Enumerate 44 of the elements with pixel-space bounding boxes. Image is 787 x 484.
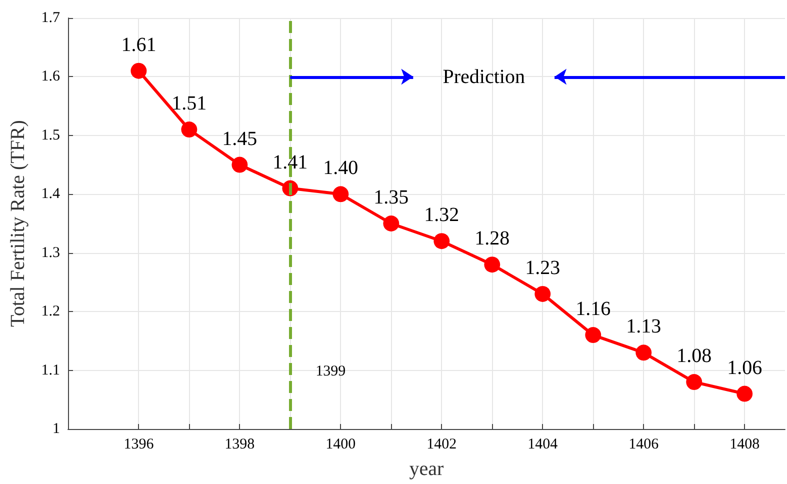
x-tick-label: 1396 — [124, 436, 154, 452]
data-label: 1.51 — [172, 92, 207, 115]
point — [232, 156, 248, 173]
ref-line-label: 1399 — [316, 363, 346, 380]
point — [434, 233, 450, 250]
data-label: 1.16 — [576, 298, 611, 320]
y-tick-label: 1.7 — [41, 10, 60, 26]
x-axis-title: year — [409, 458, 444, 480]
x-tick-label: 1408 — [730, 436, 760, 452]
y-tick-label: 1.1 — [41, 362, 60, 378]
y-tick-label: 1.2 — [41, 304, 60, 320]
x-tick-label: 1404 — [528, 436, 558, 452]
x-tick-label: 1398 — [224, 436, 255, 452]
x-tick-label: 1406 — [628, 436, 660, 452]
annotation: Prediction — [442, 66, 525, 88]
point — [585, 327, 602, 344]
data-label: 1.35 — [374, 186, 409, 208]
x-tick-label: 1402 — [426, 436, 457, 452]
point — [736, 386, 753, 402]
data-label: 1.28 — [474, 228, 510, 250]
y-tick-label: 1.6 — [41, 68, 60, 85]
point — [130, 62, 147, 79]
data-label: 1.41 — [272, 151, 308, 174]
data-label: 1.23 — [525, 256, 560, 279]
data-label: 1.45 — [222, 128, 258, 150]
y-tick-label: 1.4 — [41, 186, 60, 202]
data-label: 1.40 — [323, 157, 358, 180]
point — [332, 186, 349, 202]
point — [686, 374, 702, 390]
data-label: 1.08 — [676, 345, 712, 368]
data-label: 1.13 — [626, 316, 662, 338]
point — [181, 122, 198, 138]
point — [534, 286, 551, 302]
data-label: 1.06 — [727, 356, 762, 379]
point — [383, 216, 400, 232]
data-label: 1.32 — [424, 204, 460, 226]
x-tick-label: 1400 — [326, 436, 356, 452]
data-label: 1.61 — [121, 34, 156, 56]
point — [636, 344, 652, 361]
point — [484, 256, 500, 273]
y-tick-label: 1.5 — [41, 127, 60, 144]
y-axis-title: Total Fertility Rate (TFR) — [7, 120, 29, 327]
y-tick-label: 1.3 — [41, 244, 60, 261]
y-tick-label: 1 — [52, 421, 60, 437]
